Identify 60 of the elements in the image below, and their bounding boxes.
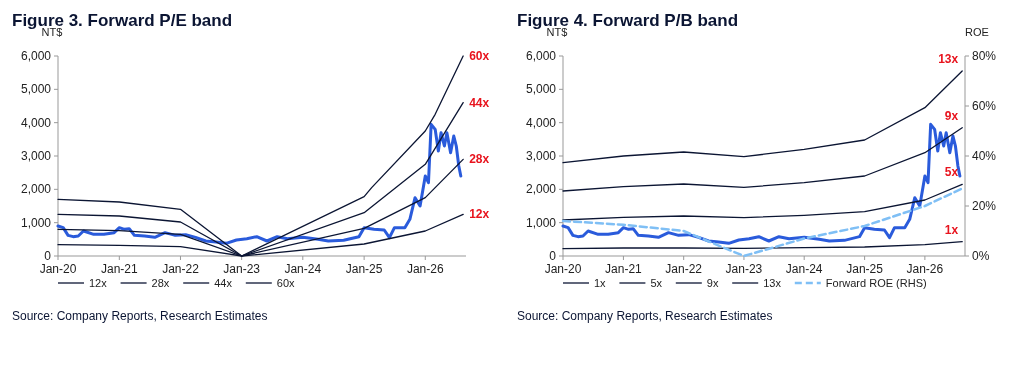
x-tick-label: Jan-26 — [406, 262, 444, 276]
text: 5x — [944, 165, 959, 180]
legend-label: 5x — [650, 277, 663, 289]
x-tick-label: Jan-22 — [665, 262, 703, 276]
x-tick-label: Jan-24 — [284, 262, 322, 276]
y-tick-label: 1,000 — [525, 215, 557, 230]
line-series — [57, 55, 464, 257]
text: 9x — [944, 108, 959, 123]
text: 44x — [469, 95, 490, 110]
y2-axis-title: ROE — [965, 26, 989, 38]
x-tick-label: Jan-25 — [345, 262, 383, 276]
y2-tick-label: 20% — [972, 199, 997, 213]
line-series — [56, 122, 463, 245]
y-tick-label: 5,000 — [20, 82, 52, 97]
legend-label: 28x — [151, 277, 170, 289]
x-tick-label: Jan-25 — [846, 262, 884, 276]
source-note: Source: Company Reports, Research Estimates — [12, 309, 268, 323]
text: 28x — [469, 152, 490, 167]
y-tick-label: 4,000 — [20, 115, 52, 130]
y-tick-label: 6,000 — [525, 49, 557, 63]
x-tick-label: Jan-23 — [223, 262, 261, 276]
y-tick-label: 3,000 — [20, 149, 52, 163]
legend-label: 44x — [214, 277, 233, 289]
line-series — [562, 70, 963, 164]
x-tick-label: Jan-20 — [544, 262, 582, 276]
legend-label: 9x — [706, 277, 719, 289]
line-series — [562, 241, 963, 250]
y-tick-label: 0 — [44, 249, 52, 263]
y-tick-label: 5,000 — [525, 82, 557, 97]
line-series — [562, 183, 963, 221]
y-tick-label: 6,000 — [20, 49, 52, 63]
text: 13x — [938, 52, 959, 66]
x-tick-label: Jan-23 — [725, 262, 763, 276]
y-tick-label: 4,000 — [525, 115, 557, 130]
y-tick-label: 3,000 — [525, 149, 557, 163]
y-tick-label: 0 — [549, 249, 557, 263]
text: 60x — [469, 49, 490, 63]
x-tick-label: Jan-21 — [100, 262, 138, 276]
y2-tick-label: 40% — [972, 149, 997, 163]
x-tick-label: Jan-26 — [906, 262, 944, 276]
source-note: Source: Company Reports, Research Estimates — [517, 309, 773, 323]
y-tick-label: 1,000 — [20, 215, 52, 230]
x-tick-label: Jan-22 — [162, 262, 200, 276]
legend-label: 1x — [594, 277, 607, 289]
y2-tick-label: 80% — [972, 49, 997, 63]
legend-label: 13x — [763, 277, 782, 289]
y-tick-label: 2,000 — [525, 182, 557, 197]
legend-label: Forward ROE (RHS) — [825, 277, 927, 289]
text: 12x — [469, 207, 490, 222]
text: 1x — [944, 222, 959, 237]
y-tick-label: 2,000 — [20, 182, 52, 197]
line-series — [561, 122, 962, 245]
line-series — [562, 127, 963, 192]
y2-tick-label: 0% — [972, 249, 990, 263]
y2-tick-label: 60% — [972, 99, 997, 113]
legend-label: 60x — [276, 277, 296, 289]
x-tick-label: Jan-20 — [39, 262, 77, 276]
x-tick-label: Jan-24 — [785, 262, 823, 276]
x-tick-label: Jan-21 — [605, 262, 643, 276]
legend-label: 12x — [89, 277, 108, 289]
